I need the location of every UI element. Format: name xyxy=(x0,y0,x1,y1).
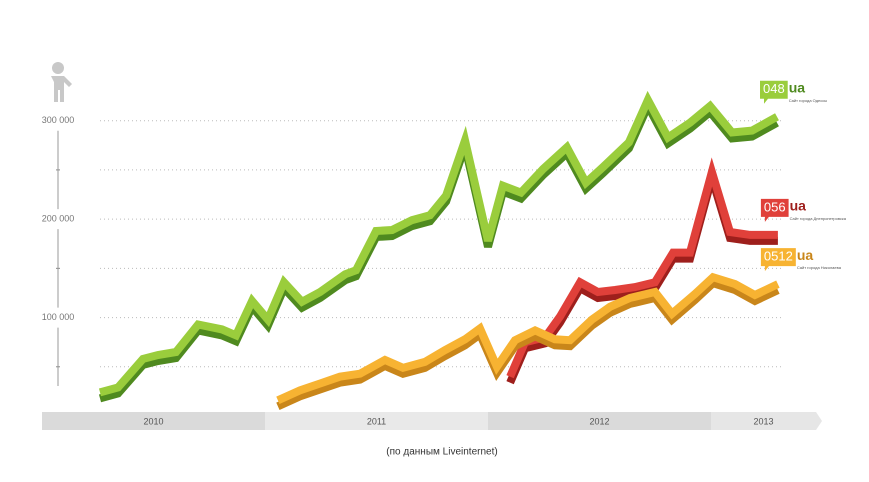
icon-body xyxy=(51,76,72,102)
year-band xyxy=(42,412,265,430)
legend-domain: ua xyxy=(797,247,814,263)
legend-badge-text: 056 xyxy=(764,199,786,214)
legend-badge xyxy=(760,248,796,272)
legend-item: 0512 ua Сайт города Николаева xyxy=(760,247,842,272)
legend-caption: Сайт города Одессы xyxy=(789,98,828,103)
x-tick-label: 2012 xyxy=(589,416,609,426)
line xyxy=(506,157,778,379)
legend-badge xyxy=(760,80,788,104)
year-band xyxy=(265,412,488,430)
icon-head xyxy=(52,62,64,74)
legend-item: 056 ua Сайт города Днепропетровска xyxy=(760,198,847,222)
y-tick-label: 100 000 xyxy=(42,312,75,322)
legend-badge-text: 048 xyxy=(763,81,785,96)
person-icon xyxy=(51,62,72,102)
legend-domain: ua xyxy=(790,198,807,214)
legend-caption: Сайт города Николаева xyxy=(797,265,842,270)
y-tick-label: 300 000 xyxy=(42,115,75,125)
footnote: (по данным Liveinternet) xyxy=(386,447,497,458)
y-tick-label: 200 000 xyxy=(42,214,75,224)
x-tick-label: 2010 xyxy=(143,416,163,426)
x-tick-label: 2013 xyxy=(753,416,773,426)
line xyxy=(276,272,780,404)
legend-badge-text: 0512 xyxy=(764,249,793,264)
x-tick-label: 2011 xyxy=(367,416,386,426)
legend-item: 048 ua Сайт города Одессы xyxy=(760,79,828,104)
year-band xyxy=(488,412,711,430)
line xyxy=(98,90,779,397)
legend-badge xyxy=(760,198,789,222)
line-shade xyxy=(506,163,778,385)
legend-caption: Сайт города Днепропетровска xyxy=(790,216,847,221)
line-shade xyxy=(276,278,780,410)
year-band xyxy=(711,412,822,430)
legend-domain: ua xyxy=(789,79,806,95)
